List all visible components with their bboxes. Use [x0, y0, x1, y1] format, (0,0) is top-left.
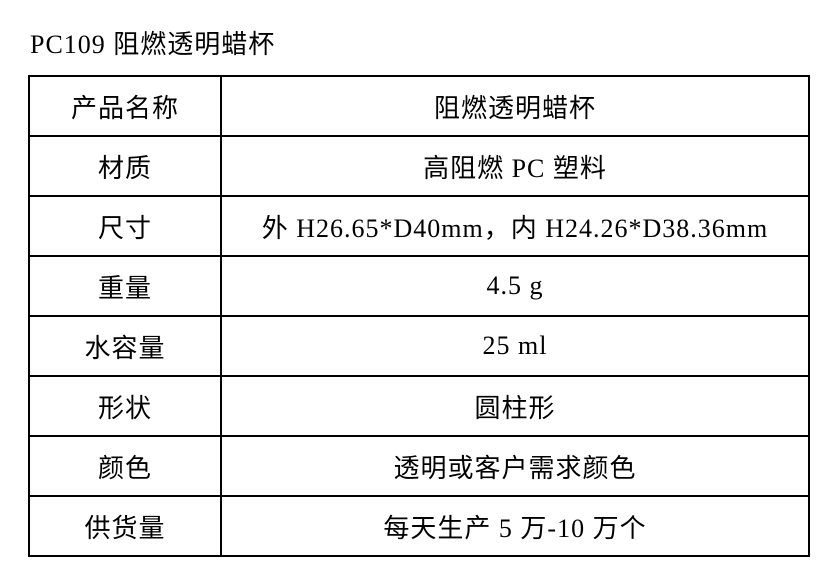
spec-label: 供货量 — [29, 496, 221, 556]
spec-label: 颜色 — [29, 436, 221, 496]
table-row: 材质 高阻燃 PC 塑料 — [29, 136, 809, 196]
spec-value: 阻燃透明蜡杯 — [221, 76, 809, 136]
spec-value: 4.5 g — [221, 256, 809, 316]
spec-value: 25 ml — [221, 316, 809, 376]
spec-value: 每天生产 5 万-10 万个 — [221, 496, 809, 556]
spec-value: 圆柱形 — [221, 376, 809, 436]
spec-label: 水容量 — [29, 316, 221, 376]
spec-label: 重量 — [29, 256, 221, 316]
table-row: 产品名称 阻燃透明蜡杯 — [29, 76, 809, 136]
spec-label: 材质 — [29, 136, 221, 196]
table-row: 颜色 透明或客户需求颜色 — [29, 436, 809, 496]
table-row: 供货量 每天生产 5 万-10 万个 — [29, 496, 809, 556]
spec-value: 透明或客户需求颜色 — [221, 436, 809, 496]
spec-label: 形状 — [29, 376, 221, 436]
table-row: 重量 4.5 g — [29, 256, 809, 316]
table-row: 形状 圆柱形 — [29, 376, 809, 436]
document-title: PC109 阻燃透明蜡杯 — [30, 24, 812, 61]
spec-label: 尺寸 — [29, 196, 221, 256]
spec-table: 产品名称 阻燃透明蜡杯 材质 高阻燃 PC 塑料 尺寸 外 H26.65*D40… — [28, 75, 810, 557]
spec-value: 高阻燃 PC 塑料 — [221, 136, 809, 196]
table-row: 水容量 25 ml — [29, 316, 809, 376]
spec-label: 产品名称 — [29, 76, 221, 136]
spec-value: 外 H26.65*D40mm，内 H24.26*D38.36mm — [221, 196, 809, 256]
table-row: 尺寸 外 H26.65*D40mm，内 H24.26*D38.36mm — [29, 196, 809, 256]
